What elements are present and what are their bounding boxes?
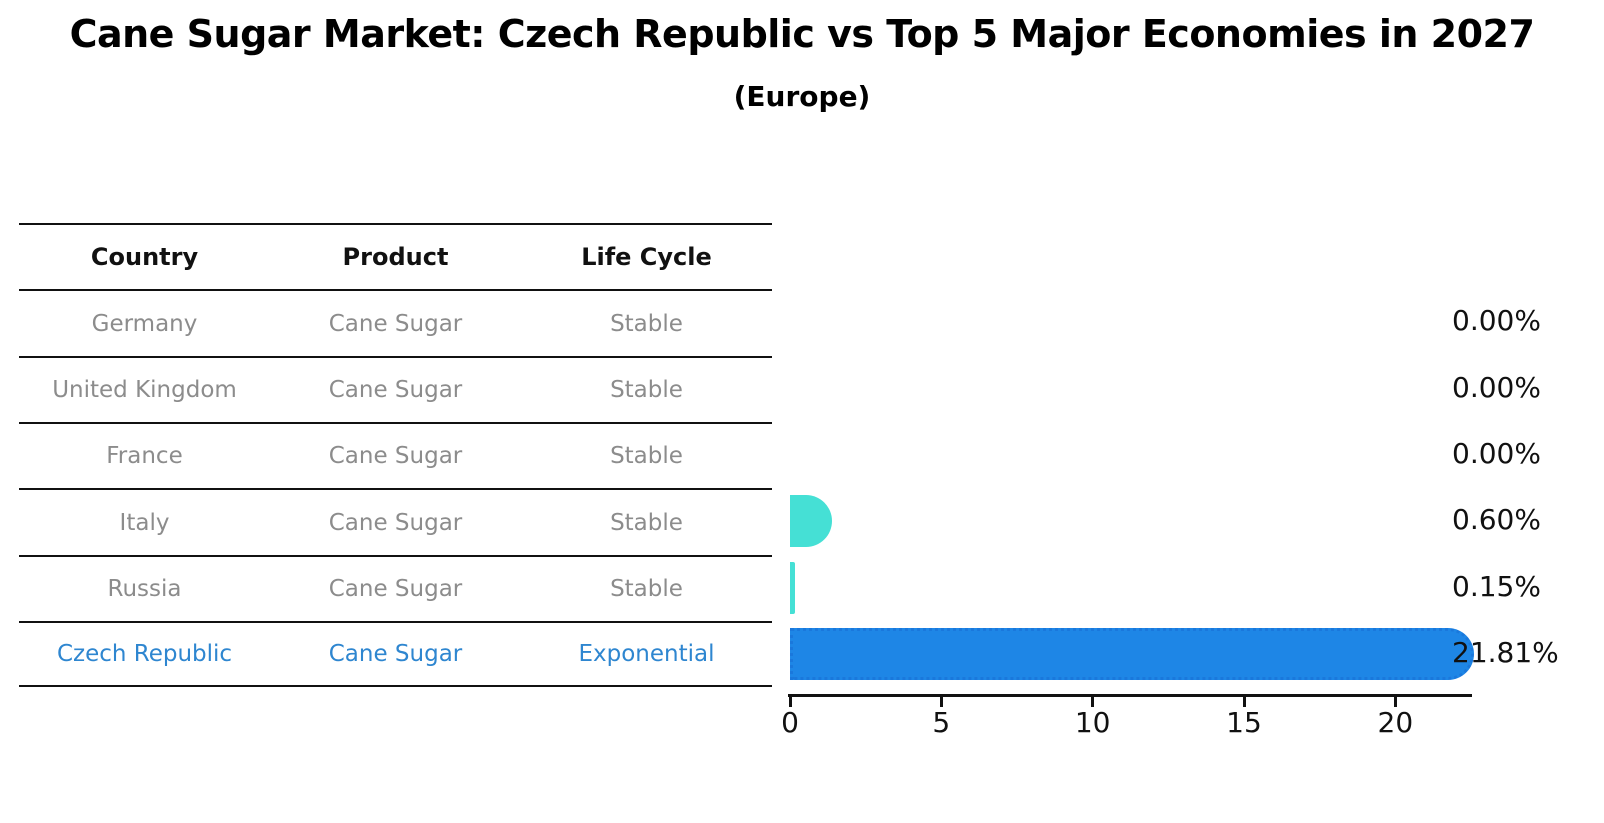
x-axis-tick <box>939 697 943 707</box>
page-title: Cane Sugar Market: Czech Republic vs Top… <box>69 12 1535 56</box>
cell-country: Italy <box>119 509 170 536</box>
bar <box>790 627 1475 680</box>
cell-country: Czech Republic <box>56 641 233 668</box>
bar-value-label: 0.60% <box>1452 503 1541 537</box>
x-axis-tick <box>1091 697 1095 707</box>
bar-value-label: 0.00% <box>1452 370 1541 404</box>
x-axis-tick-label: 20 <box>1377 706 1414 739</box>
cell-life-cycle: Stable <box>610 443 683 470</box>
page-subtitle: (Europe) <box>733 80 871 113</box>
cell-country: Russia <box>107 575 182 602</box>
table-header-row: Country Product Life Cycle <box>19 223 772 289</box>
x-axis-tick <box>788 697 792 707</box>
bar-value-label: 0.15% <box>1452 569 1541 603</box>
bar-value-label: 0.00% <box>1452 436 1541 470</box>
table-row: Russia Cane Sugar Stable <box>19 554 772 621</box>
x-axis-tick-label: 15 <box>1226 706 1262 739</box>
cell-life-cycle: Exponential <box>578 641 715 668</box>
bar <box>790 561 795 614</box>
cell-country: France <box>106 443 183 470</box>
column-header: Life Cycle <box>581 243 712 272</box>
cell-life-cycle: Stable <box>610 575 683 602</box>
table-row: Czech Republic Cane Sugar Exponential <box>19 621 772 688</box>
x-axis-tick-label: 5 <box>932 706 951 739</box>
column-header: Product <box>342 243 449 272</box>
x-axis-line <box>788 694 1472 697</box>
cell-life-cycle: Stable <box>610 509 683 536</box>
cell-country: United Kingdom <box>52 376 237 403</box>
bar-value-label: 21.81% <box>1452 635 1559 669</box>
x-axis-tick <box>1242 697 1246 707</box>
country-table: Country Product Life Cycle Germany Cane Suga… <box>19 223 772 688</box>
cell-product: Cane Sugar <box>328 443 463 470</box>
cell-life-cycle: Stable <box>610 310 683 337</box>
x-axis-tick <box>1393 697 1397 707</box>
bar <box>790 495 833 548</box>
table-row: Italy Cane Sugar Stable <box>19 488 772 554</box>
cell-country: Germany <box>91 310 198 337</box>
x-axis-tick-label: 0 <box>781 706 799 739</box>
cell-life-cycle: Stable <box>610 376 683 403</box>
table-row: Germany Cane Sugar Stable <box>19 289 772 355</box>
table-row: United Kingdom Cane Sugar Stable <box>19 355 772 422</box>
column-header: Country <box>90 243 199 272</box>
table-row: France Cane Sugar Stable <box>19 422 772 488</box>
x-axis-tick-label: 10 <box>1074 706 1111 739</box>
cell-product: Cane Sugar <box>328 575 463 602</box>
cell-product: Cane Sugar <box>328 376 463 403</box>
cell-product: Cane Sugar <box>328 310 463 337</box>
cell-product: Cane Sugar <box>328 509 463 536</box>
cell-product: Cane Sugar <box>328 641 463 668</box>
bar-value-label: 0.00% <box>1452 304 1541 338</box>
